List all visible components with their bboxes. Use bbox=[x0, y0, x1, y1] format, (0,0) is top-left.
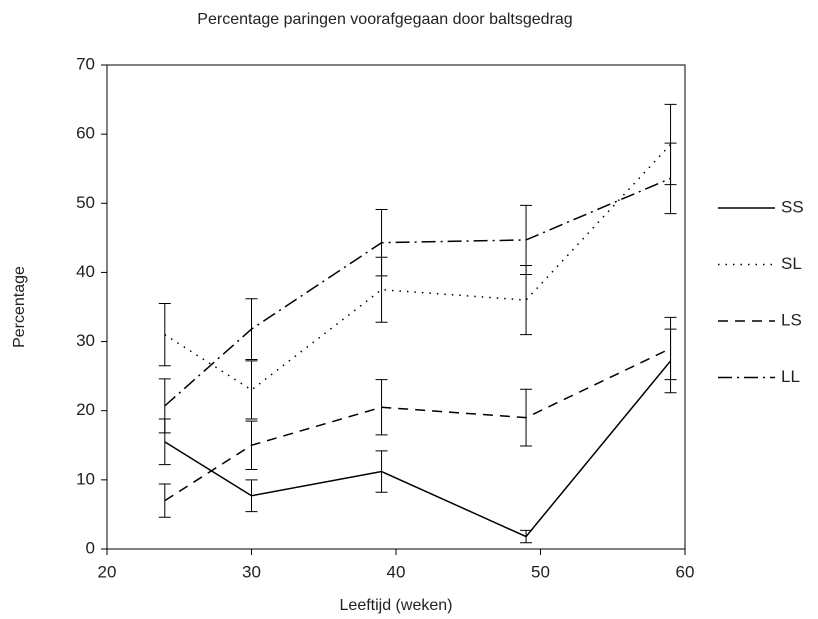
plot-frame bbox=[106, 64, 686, 550]
x-tick-label: 20 bbox=[98, 562, 117, 581]
error-bar bbox=[520, 265, 533, 336]
error-bar bbox=[158, 378, 171, 434]
error-bar bbox=[245, 479, 258, 513]
error-bar bbox=[520, 529, 533, 544]
y-tick-label: 20 bbox=[76, 400, 95, 419]
y-tick-label: 50 bbox=[76, 193, 95, 212]
legend-label: LL bbox=[781, 367, 800, 386]
series-line bbox=[164, 177, 671, 407]
legend-label: LS bbox=[781, 310, 802, 329]
y-tick-label: 60 bbox=[76, 124, 95, 143]
series-line bbox=[164, 144, 672, 391]
y-axis-label: Percentage bbox=[11, 266, 28, 348]
error-bar bbox=[664, 142, 677, 215]
series-line bbox=[164, 360, 672, 538]
y-tick-label: 10 bbox=[76, 469, 95, 488]
chart-title: Percentage paringen voorafgegaan door ba… bbox=[197, 11, 572, 28]
error-bar bbox=[375, 209, 388, 277]
x-tick-label: 50 bbox=[531, 562, 550, 581]
error-bar bbox=[158, 483, 171, 518]
y-tick-label: 70 bbox=[76, 54, 95, 73]
x-axis-label: Leeftijd (weken) bbox=[340, 597, 453, 614]
x-tick-label: 30 bbox=[242, 562, 261, 581]
error-bar bbox=[520, 388, 533, 447]
y-tick-label: 30 bbox=[76, 331, 95, 350]
y-tick-label: 0 bbox=[86, 538, 95, 557]
error-bar bbox=[520, 204, 533, 276]
error-bar bbox=[245, 360, 258, 420]
error-bar bbox=[375, 450, 388, 493]
error-bar bbox=[664, 316, 677, 381]
y-tick-label: 40 bbox=[76, 262, 95, 281]
error-bar bbox=[245, 420, 258, 470]
legend-label: SL bbox=[781, 254, 802, 273]
error-bar bbox=[375, 379, 388, 436]
error-bar bbox=[158, 303, 171, 367]
series-line bbox=[164, 347, 671, 502]
x-tick-label: 60 bbox=[676, 562, 695, 581]
x-tick-label: 40 bbox=[387, 562, 406, 581]
error-bar bbox=[245, 298, 258, 361]
legend-label: SS bbox=[781, 197, 804, 216]
